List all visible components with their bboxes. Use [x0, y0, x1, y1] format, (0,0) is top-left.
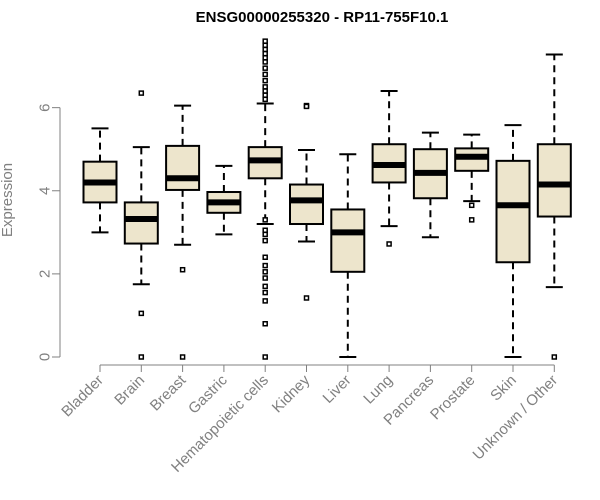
box-lung	[371, 90, 407, 247]
x-tick-label: Prostate	[427, 372, 479, 424]
x-tick-label: Bladder	[58, 372, 107, 421]
x-tick-label: Breast	[147, 371, 190, 414]
outlier-point	[179, 266, 186, 273]
outlier-point	[262, 269, 268, 275]
outlier-point	[262, 46, 268, 53]
y-tick-label: 6	[37, 103, 54, 111]
outlier-point	[468, 202, 475, 209]
outlier-point	[303, 295, 310, 301]
iqr-box	[289, 183, 324, 226]
outlier-point	[262, 42, 268, 49]
outlier-point	[262, 84, 268, 90]
outlier-point	[262, 321, 268, 327]
outlier-point	[551, 354, 558, 360]
box-prostate	[454, 133, 490, 223]
chart-title: ENSG00000255320 - RP11-755F10.1	[196, 9, 449, 26]
outlier-point	[262, 231, 268, 238]
x-tick-label: Kidney	[269, 371, 314, 416]
outlier-point	[262, 88, 268, 94]
outlier-point	[262, 55, 268, 61]
outlier-point	[262, 275, 268, 281]
y-tick-label: 0	[37, 353, 54, 361]
iqr-box	[536, 143, 572, 218]
box-brain	[123, 90, 159, 360]
outlier-point	[303, 103, 310, 110]
iqr-box	[165, 144, 201, 191]
outlier-point	[262, 92, 268, 98]
box-breast	[165, 104, 201, 360]
box-liver	[330, 153, 366, 358]
outlier-point	[262, 298, 268, 304]
outlier-point	[262, 65, 268, 71]
iqr-box	[330, 208, 366, 273]
outlier-point	[262, 227, 268, 233]
x-tick-label: Liver	[320, 372, 355, 407]
iqr-box	[495, 159, 531, 264]
outlier-point	[262, 283, 268, 290]
box-unknown-other	[536, 53, 572, 360]
box-kidney	[289, 102, 324, 301]
outlier-point	[386, 241, 392, 247]
outlier-point	[138, 90, 145, 96]
outlier-point	[262, 354, 268, 360]
box-skin	[495, 124, 531, 358]
outlier-point	[138, 354, 145, 360]
iqr-box	[123, 201, 159, 245]
box-pancreas	[412, 131, 448, 239]
box-hematopoietic-cells	[247, 38, 283, 360]
box-bladder	[82, 127, 118, 234]
x-tick-label: Skin	[487, 372, 520, 405]
outlier-point	[262, 77, 268, 84]
x-tick-label: Brain	[111, 372, 148, 409]
outlier-point	[262, 254, 268, 261]
outlier-point	[262, 59, 268, 65]
outlier-point	[262, 262, 268, 269]
outlier-point	[262, 71, 268, 78]
boxes-group	[82, 38, 572, 360]
outlier-point	[262, 96, 268, 103]
box-gastric	[206, 164, 242, 236]
outlier-point	[138, 310, 145, 317]
outlier-point	[179, 354, 186, 360]
outlier-point	[468, 217, 475, 223]
outlier-point	[262, 217, 268, 223]
outlier-point	[262, 38, 268, 44]
x-tick-label: Lung	[360, 372, 396, 408]
outlier-point	[262, 237, 268, 244]
y-tick-label: 2	[37, 270, 54, 278]
outlier-point	[262, 50, 268, 57]
y-axis: 0 2 4 6	[37, 103, 61, 361]
outlier-point	[262, 289, 268, 296]
y-tick-label: 4	[37, 187, 54, 195]
y-axis-label: Expression	[0, 163, 16, 237]
